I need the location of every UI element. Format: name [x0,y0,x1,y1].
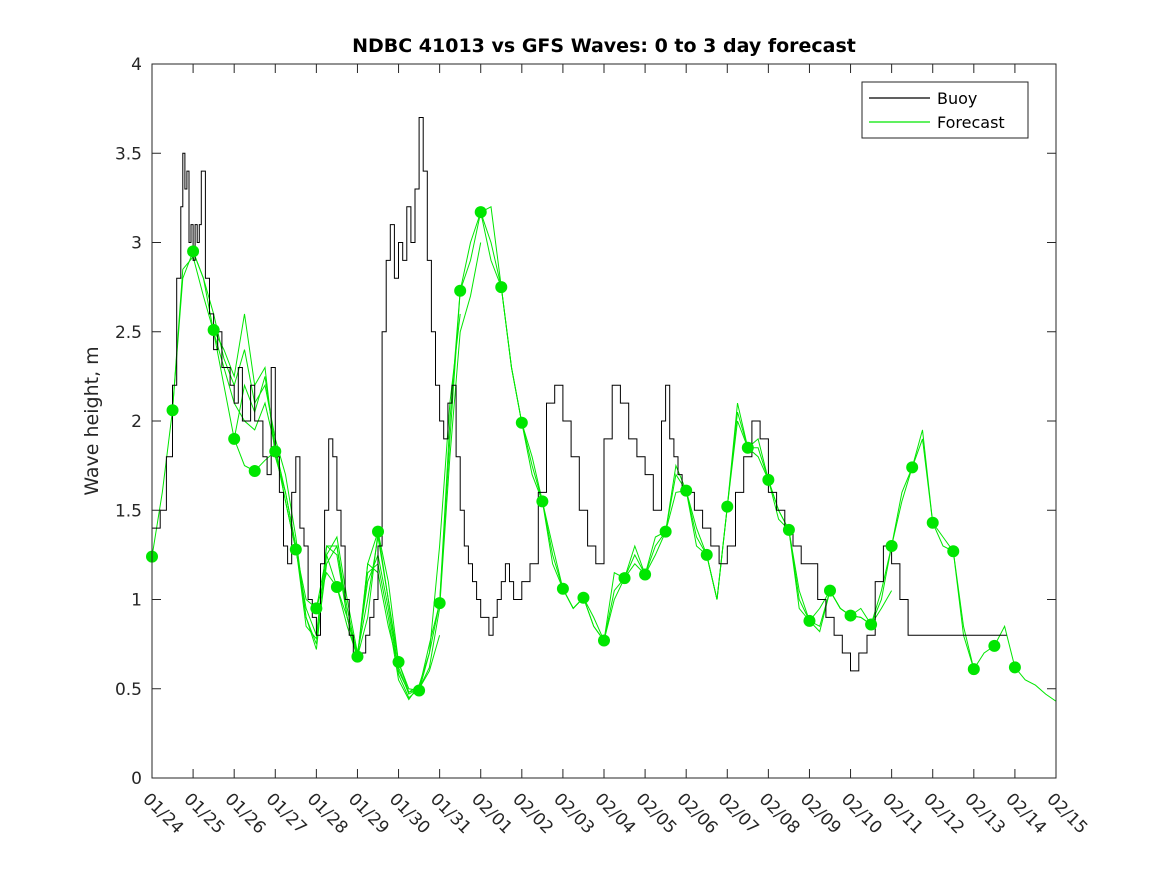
forecast-marker [926,516,939,529]
forecast-marker [659,525,672,538]
forecast-marker [824,584,836,597]
forecast-marker [310,602,323,615]
forecast-marker [269,445,282,458]
forecast-marker [700,548,713,561]
legend: Buoy Forecast [861,81,1029,139]
y-axis-label: Wave height, m [81,346,103,495]
forecast-marker [351,650,364,663]
buoy-line [152,117,1007,672]
forecast-marker [495,281,508,294]
forecast-marker [536,495,549,508]
forecast-marker [762,473,775,486]
forecast-marker [680,484,693,497]
forecast-marker [454,284,467,297]
forecast-marker [207,323,220,336]
forecast-marker [988,639,1001,652]
legend-label-forecast: Forecast [937,113,1005,132]
forecast-marker [577,591,590,604]
forecast-marker [433,597,446,610]
forecast-marker [372,525,384,538]
forecast-marker [474,206,487,219]
forecast-marker [721,500,734,513]
y-tick-label: 2 [131,412,142,432]
forecast-marker [906,461,919,474]
chart-title: NDBC 41013 vs GFS Waves: 0 to 3 day fore… [352,35,856,57]
forecast-marker [392,655,405,668]
forecast-marker [865,618,878,631]
forecast-marker [289,543,302,556]
y-tick-label: 3.5 [115,144,142,164]
forecast-marker [618,572,631,585]
forecast-marker [248,464,261,477]
legend-label-buoy: Buoy [937,89,977,108]
forecast-marker [330,581,343,594]
buoy-series [152,117,1007,672]
forecast-marker [639,568,652,581]
y-tick-label: 3 [131,234,142,254]
forecast-marker [515,416,528,429]
y-axis: 0 0.5 1 1.5 2 2.5 3 3.5 4 [115,55,1056,789]
y-tick-label: 1 [131,591,142,611]
forecast-marker [413,684,426,697]
forecast-marker [228,432,241,445]
forecast-markers [146,206,1021,697]
y-tick-label: 4 [131,55,142,75]
forecast-marker [741,441,754,454]
axes-background [152,64,1056,778]
forecast-marker [166,404,179,417]
y-tick-label: 0.5 [115,680,142,700]
forecast-marker [1008,661,1021,674]
forecast-marker [556,582,569,595]
forecast-marker [844,609,857,622]
forecast-marker [947,545,960,558]
forecast-marker [885,539,898,552]
y-tick-label: 1.5 [115,501,142,521]
forecast-marker [187,245,200,258]
forecast-marker [782,523,795,536]
forecast-marker [967,663,980,676]
y-tick-label: 2.5 [115,323,142,343]
forecast-marker [598,634,610,647]
plot-area [146,63,1057,779]
legend-box [861,81,1029,139]
y-tick-label: 0 [131,769,142,789]
forecast-marker [803,614,816,627]
